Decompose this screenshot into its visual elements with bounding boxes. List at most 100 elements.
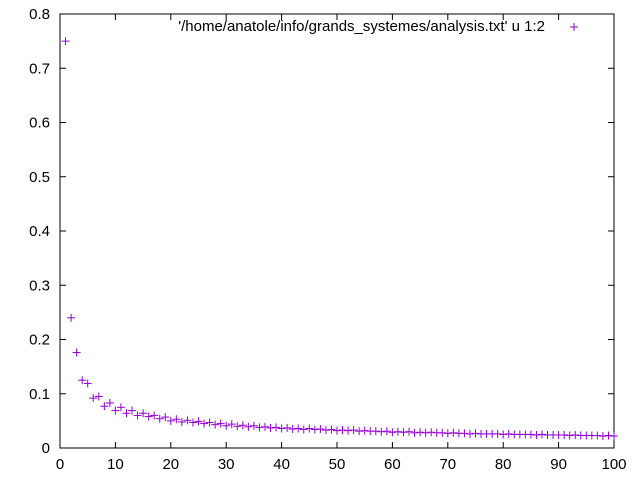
y-tick-label: 0.4	[29, 223, 50, 240]
data-point	[183, 416, 192, 425]
data-point	[532, 430, 541, 439]
data-point	[355, 427, 364, 436]
x-tick-label: 90	[550, 456, 567, 473]
data-point	[338, 426, 347, 435]
data-point	[427, 428, 436, 437]
data-point	[266, 423, 275, 432]
x-tick-label: 10	[107, 456, 124, 473]
legend: '/home/anatole/info/grands_systemes/anal…	[178, 18, 578, 35]
data-point	[333, 426, 341, 435]
data-point	[188, 418, 197, 427]
data-point	[526, 430, 535, 439]
data-point	[344, 426, 353, 435]
data-point	[172, 415, 181, 424]
y-tick-label: 0.7	[29, 60, 50, 77]
data-point	[438, 428, 447, 437]
legend-marker-plus	[570, 23, 578, 31]
data-point	[194, 417, 203, 426]
data-point	[465, 429, 474, 438]
data-point	[61, 37, 70, 46]
data-point	[133, 411, 142, 420]
y-tick-label: 0	[42, 440, 50, 457]
y-tick-label: 0.6	[29, 115, 50, 132]
legend-marker	[570, 23, 578, 31]
data-point	[460, 429, 469, 438]
y-tick-label: 0.1	[29, 386, 50, 403]
data-point	[105, 398, 114, 407]
data-point	[200, 419, 209, 428]
y-tick-label: 0.8	[29, 6, 50, 23]
x-tick-label: 70	[439, 456, 456, 473]
x-tick-label: 60	[384, 456, 401, 473]
data-point	[116, 403, 125, 412]
data-point	[255, 423, 264, 432]
data-point	[299, 425, 308, 434]
data-point	[565, 431, 574, 440]
data-point	[288, 425, 297, 434]
x-tick-label: 40	[273, 456, 290, 473]
x-tick-label: 0	[56, 456, 64, 473]
data-point	[139, 409, 148, 418]
x-tick-label: 80	[495, 456, 512, 473]
data-point	[305, 424, 314, 433]
data-point	[249, 421, 258, 430]
data-point	[244, 422, 253, 431]
data-point	[277, 424, 286, 433]
data-point	[100, 402, 109, 411]
data-point	[144, 412, 153, 421]
y-tick-label: 0.2	[29, 332, 50, 349]
data-point	[238, 421, 247, 430]
data-point	[416, 428, 425, 437]
data-point	[89, 394, 98, 403]
data-point	[216, 419, 225, 428]
data-point	[377, 427, 386, 436]
data-point	[294, 424, 303, 433]
data-point	[316, 425, 325, 434]
y-tick-label: 0.5	[29, 169, 50, 186]
data-point	[327, 425, 336, 434]
x-tick-label: 20	[162, 456, 179, 473]
data-point	[310, 425, 319, 434]
data-point	[471, 429, 480, 438]
data-point	[388, 428, 397, 437]
data-point	[382, 427, 391, 436]
data-point	[166, 416, 175, 425]
data-point	[499, 430, 508, 439]
data-point	[571, 430, 580, 439]
legend-entry-label: '/home/anatole/info/grands_systemes/anal…	[178, 18, 545, 35]
data-point	[537, 430, 546, 439]
y-axis: 0 0.1 0.2 0.3 0.4 0.5 0.6 0.7 0.8	[29, 6, 614, 457]
data-point	[360, 426, 369, 435]
data-point	[260, 422, 269, 431]
data-point	[593, 431, 602, 440]
data-point	[155, 414, 164, 423]
x-tick-label: 30	[218, 456, 235, 473]
data-point	[610, 432, 618, 441]
data-point	[560, 430, 569, 439]
data-point	[233, 422, 242, 431]
y-tick-label: 0.3	[29, 277, 50, 294]
data-point	[399, 428, 408, 437]
data-point	[67, 313, 76, 322]
data-point	[227, 420, 236, 429]
data-point	[161, 413, 170, 422]
data-point	[393, 427, 402, 436]
data-point	[405, 427, 414, 436]
data-point	[150, 411, 159, 420]
x-tick-label: 50	[329, 456, 346, 473]
data-series	[61, 37, 618, 441]
data-point	[272, 423, 281, 432]
data-point	[349, 426, 358, 435]
data-point	[410, 428, 419, 437]
x-axis: 0 10 20 30 40 50 60 70 80 90 100	[56, 14, 627, 473]
data-point	[128, 406, 137, 415]
data-point	[443, 429, 452, 438]
data-point	[598, 432, 607, 441]
data-point	[604, 431, 613, 440]
data-point	[205, 418, 214, 427]
data-point	[177, 417, 186, 426]
data-point	[371, 427, 380, 436]
data-point	[211, 420, 220, 429]
x-tick-label: 100	[601, 456, 626, 473]
